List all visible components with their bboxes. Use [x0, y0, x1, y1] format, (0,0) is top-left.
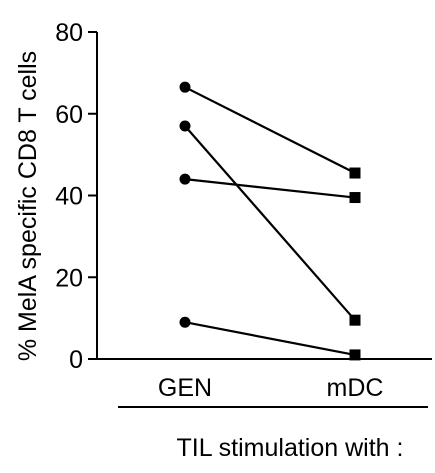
series-layer — [179, 81, 361, 361]
data-point-square — [349, 349, 361, 361]
y-axis: 0 20 40 60 80 — [55, 19, 98, 374]
series-3 — [179, 173, 361, 204]
data-point-circle — [179, 316, 191, 328]
series-line — [184, 125, 356, 321]
data-point-square — [349, 167, 361, 179]
x-tick-label: mDC — [327, 374, 384, 402]
data-point-square — [349, 314, 361, 326]
series-1 — [179, 81, 361, 179]
series-line — [184, 178, 356, 199]
series-4 — [179, 316, 361, 361]
y-tick-label: 80 — [55, 19, 83, 47]
x-axis: GEN mDC — [97, 358, 432, 402]
y-tick-label: 0 — [69, 346, 83, 374]
x-axis-label: TIL stimulation with : — [177, 434, 404, 462]
y-axis-label: % MelA specific CD8 T cells — [14, 51, 42, 361]
series-line — [184, 86, 356, 175]
data-point-circle — [179, 120, 191, 132]
data-point-circle — [179, 81, 191, 93]
y-tick-label: 60 — [55, 101, 83, 129]
x-tick-label: GEN — [158, 374, 212, 402]
series-2 — [179, 120, 361, 326]
data-point-square — [349, 192, 361, 204]
y-tick-label: 20 — [55, 264, 83, 292]
data-point-circle — [179, 173, 191, 185]
series-line — [184, 321, 356, 356]
y-tick-label: 40 — [55, 183, 83, 211]
